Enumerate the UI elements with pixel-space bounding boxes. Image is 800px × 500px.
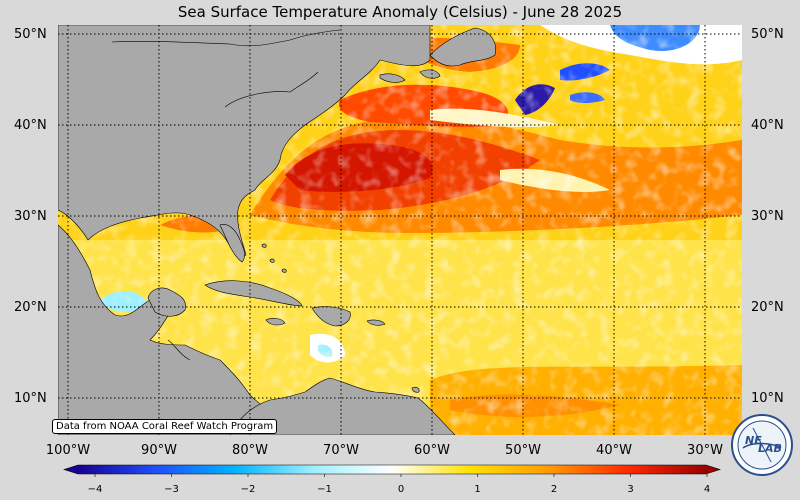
lon-label: 60°W	[414, 443, 450, 458]
lat-label-left: 30°N	[14, 209, 47, 224]
lat-label-right: 40°N	[751, 118, 784, 133]
lon-label: 30°W	[687, 443, 723, 458]
colorbar-tick-label: 1	[474, 484, 481, 495]
data-credit: Data from NOAA Coral Reef Watch Program	[52, 419, 278, 434]
graticule	[58, 25, 742, 435]
colorbar-tick-label: −4	[87, 484, 103, 495]
colorbar-tick-label: 4	[703, 484, 711, 495]
lon-label: 100°W	[45, 443, 91, 458]
logo-text-lab: LAB	[758, 442, 782, 455]
lat-label-left: 50°N	[14, 27, 47, 42]
nelab-logo-icon: NE LAB	[731, 414, 793, 476]
colorbar-tick-label: −3	[164, 484, 179, 495]
lon-label: 40°W	[596, 443, 632, 458]
colorbar-tick-label: 3	[627, 484, 634, 495]
colorbar-tick-label: −1	[317, 484, 332, 495]
lat-label-left: 10°N	[14, 391, 47, 406]
lat-label-right: 10°N	[751, 391, 784, 406]
colorbar-tick-label: 2	[550, 484, 558, 495]
lat-label-right: 50°N	[751, 27, 784, 42]
lat-label-left: 40°N	[14, 118, 47, 133]
colorbar	[63, 464, 721, 477]
lon-label: 90°W	[141, 443, 177, 458]
lon-label: 80°W	[232, 443, 268, 458]
lat-label-left: 20°N	[14, 300, 47, 315]
map-title: Sea Surface Temperature Anomaly (Celsius…	[177, 3, 623, 21]
land-masses	[58, 25, 496, 435]
lat-label-right: 20°N	[751, 300, 784, 315]
colorbar-tick-label: 0	[397, 484, 405, 495]
lon-label: 70°W	[323, 443, 359, 458]
logo-text-ne: NE	[745, 434, 762, 447]
sst-anomaly-field	[58, 25, 742, 435]
lat-label-right: 30°N	[751, 209, 784, 224]
colorbar-tick-label: −2	[240, 484, 256, 495]
lon-label: 50°W	[505, 443, 541, 458]
